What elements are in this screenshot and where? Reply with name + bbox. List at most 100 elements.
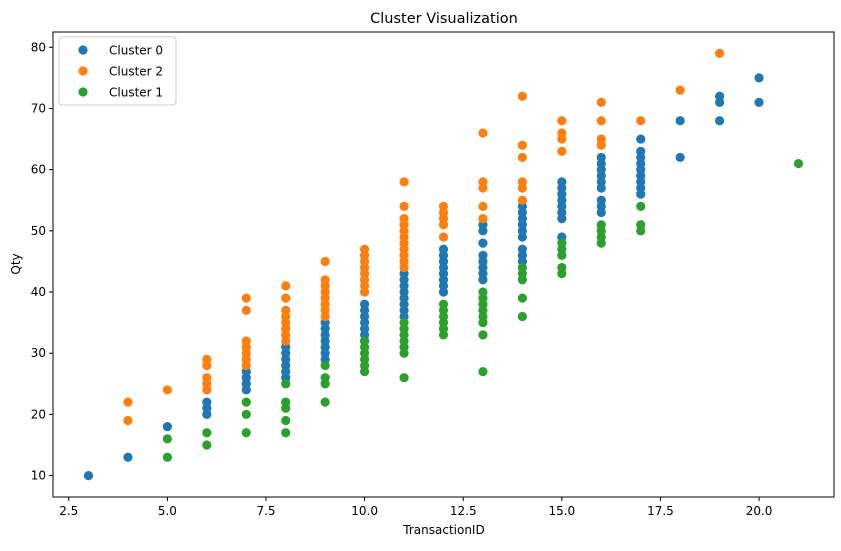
data-point	[281, 293, 291, 303]
data-point	[715, 48, 725, 59]
data-point	[399, 214, 409, 224]
data-point	[202, 373, 212, 383]
data-point	[162, 385, 172, 395]
data-point	[636, 146, 646, 156]
data-point	[202, 440, 212, 450]
x-tick-label: 2.5	[59, 504, 78, 518]
data-point	[754, 73, 764, 83]
legend-marker	[78, 87, 88, 97]
data-point	[557, 146, 567, 156]
data-point	[557, 177, 567, 187]
y-tick-label: 20	[31, 407, 46, 421]
data-point	[596, 220, 606, 230]
data-point	[636, 201, 646, 211]
data-point	[360, 336, 370, 346]
data-point	[438, 201, 449, 211]
data-point	[241, 409, 251, 419]
data-point	[320, 397, 330, 407]
data-point	[320, 256, 330, 267]
x-axis: 2.5 5.0 7.5 10.0 12.5 15.0 17.5 20.0	[59, 497, 772, 518]
legend-marker	[78, 66, 88, 76]
data-point	[83, 470, 94, 481]
data-point	[438, 232, 449, 242]
data-point	[202, 354, 212, 364]
data-point	[162, 452, 172, 462]
y-axis-label: Qty	[9, 253, 23, 274]
data-point	[636, 134, 646, 144]
data-point	[241, 305, 251, 315]
y-tick-label: 10	[31, 469, 46, 483]
data-point	[596, 116, 606, 126]
data-point	[715, 91, 725, 101]
data-point	[438, 299, 449, 309]
data-point	[754, 97, 764, 107]
data-point	[675, 152, 685, 163]
data-point	[281, 379, 291, 389]
data-point	[517, 177, 527, 187]
data-point	[320, 360, 330, 371]
data-point	[557, 128, 567, 138]
x-tick-label: 5.0	[158, 504, 177, 518]
data-point	[517, 311, 527, 322]
data-point	[202, 428, 212, 438]
data-point	[241, 428, 251, 438]
data-point	[636, 116, 646, 126]
data-point	[478, 238, 488, 248]
data-point	[241, 293, 251, 303]
data-point	[399, 373, 409, 383]
data-point	[596, 134, 606, 144]
legend-label: Cluster 1	[109, 86, 163, 100]
data-point	[517, 244, 527, 254]
data-point	[517, 91, 527, 101]
data-point	[360, 244, 370, 254]
data-point	[399, 318, 409, 328]
data-point	[281, 397, 291, 407]
series-cluster-1	[162, 158, 804, 462]
legend-marker	[78, 45, 88, 55]
data-point	[517, 262, 527, 273]
legend-label: Cluster 0	[109, 44, 163, 58]
x-tick-label: 17.5	[647, 504, 674, 518]
data-point	[162, 434, 172, 444]
data-point	[162, 422, 172, 432]
x-tick-label: 10.0	[351, 504, 378, 518]
data-point	[478, 201, 488, 211]
data-point	[557, 262, 567, 273]
data-point	[281, 305, 291, 315]
x-tick-label: 7.5	[256, 504, 275, 518]
chart-title: Cluster Visualization	[370, 11, 518, 27]
data-point	[281, 415, 291, 426]
legend: Cluster 0 Cluster 2 Cluster 1	[58, 36, 177, 106]
data-point	[517, 140, 527, 150]
data-point	[320, 275, 330, 285]
x-tick-label: 12.5	[450, 504, 477, 518]
data-point	[123, 397, 133, 407]
data-point	[478, 214, 488, 224]
data-point	[438, 244, 449, 254]
data-point	[517, 195, 527, 205]
data-point	[557, 238, 567, 248]
data-point	[320, 373, 330, 383]
data-point	[596, 152, 606, 163]
data-point	[241, 397, 251, 407]
points-layer	[83, 48, 804, 481]
data-point	[478, 330, 488, 340]
data-point	[596, 97, 606, 107]
data-point	[478, 287, 488, 297]
data-point	[636, 220, 646, 230]
data-point	[517, 152, 527, 163]
x-tick-label: 20.0	[746, 504, 773, 518]
data-point	[241, 336, 251, 346]
data-point	[478, 366, 488, 377]
y-axis: 10 20 30 40 50 60 70 80	[31, 40, 53, 483]
data-point	[793, 158, 804, 169]
y-tick-label: 40	[31, 285, 46, 299]
x-axis-label: TransactionID	[402, 523, 484, 537]
x-tick-label: 15.0	[548, 504, 575, 518]
data-point	[675, 116, 685, 126]
y-tick-label: 70	[31, 101, 46, 115]
data-point	[123, 452, 133, 462]
y-tick-label: 80	[31, 40, 46, 54]
data-point	[675, 85, 685, 95]
y-tick-label: 50	[31, 224, 46, 238]
